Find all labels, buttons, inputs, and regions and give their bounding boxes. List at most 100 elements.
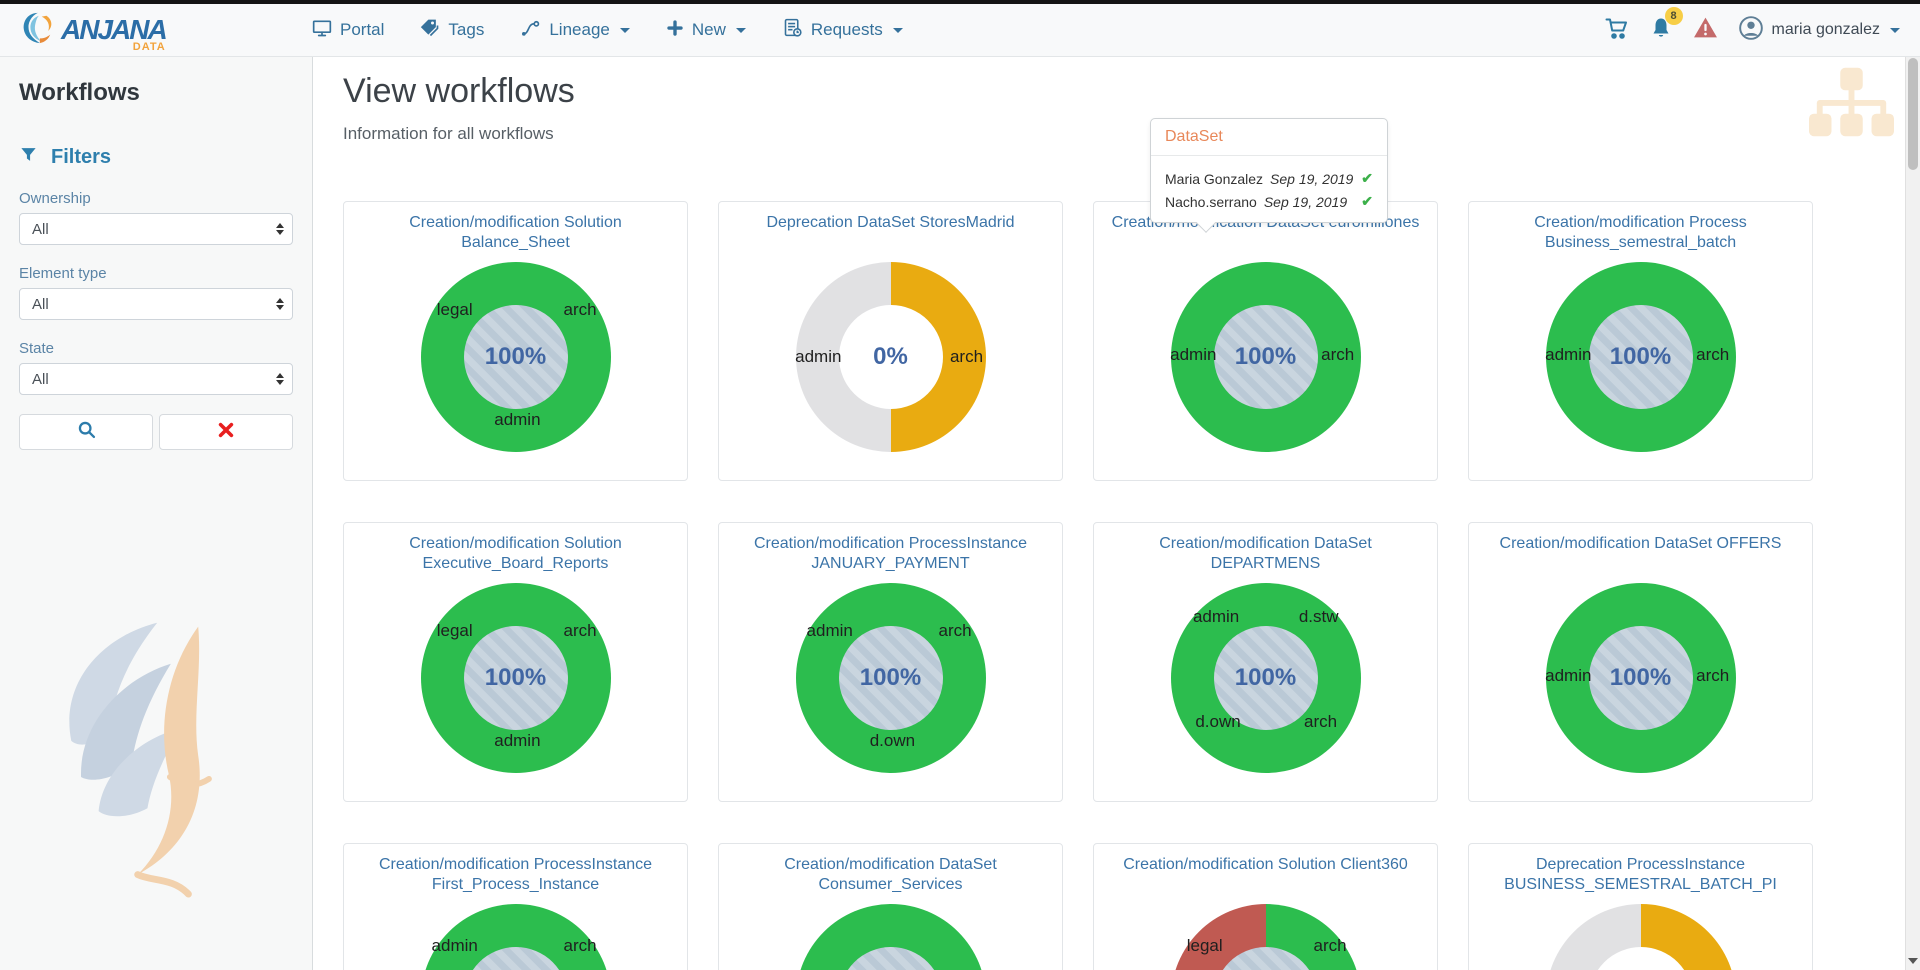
- element-type-label: Element type: [19, 265, 107, 282]
- workflow-card-title: Creation/modification DataSet DEPARTMENS: [1159, 535, 1372, 572]
- fairy-watermark-logo: [42, 608, 247, 908]
- notification-count-badge: 8: [1664, 6, 1683, 25]
- donut-percent: 100%: [484, 343, 547, 370]
- nav-label: Lineage: [549, 20, 610, 39]
- workflow-card[interactable]: Creation/modification DataSet euromillon…: [1093, 201, 1438, 481]
- donut-role-label: arch: [1313, 935, 1347, 955]
- workflow-card-title: Creation/modification Solution Executive…: [409, 535, 622, 572]
- donut-center: 100%: [1588, 626, 1693, 730]
- element-type-select[interactable]: All: [19, 288, 293, 320]
- approver-name: Nacho.serrano: [1165, 193, 1257, 210]
- nav-item-new[interactable]: New: [666, 19, 746, 42]
- workflow-card-title: Deprecation ProcessInstance BUSINESS_SEM…: [1504, 856, 1777, 893]
- notifications-button[interactable]: 8: [1649, 6, 1683, 45]
- sitemap-icon[interactable]: [1809, 67, 1894, 142]
- workflow-card-title: Creation/modification DataSet Consumer_S…: [784, 856, 997, 893]
- donut-role-label: admin: [494, 409, 541, 429]
- nav-label: Tags: [448, 20, 485, 39]
- cart-icon[interactable]: [1605, 16, 1629, 45]
- alert-triangle-icon[interactable]: [1693, 16, 1718, 44]
- approval-date: Sep 19, 2019: [1263, 193, 1348, 210]
- workflow-donut-chart: 100% admin arch: [1545, 583, 1736, 773]
- ownership-label: Ownership: [19, 190, 91, 207]
- donut-role-label: d.own: [869, 730, 916, 750]
- main-content: View workflows Information for all workf…: [313, 57, 1920, 970]
- donut-percent: 0%: [873, 343, 908, 370]
- brand-name: ANJANA: [61, 14, 168, 45]
- user-menu[interactable]: maria gonzalez: [1738, 15, 1900, 46]
- approval-tooltip: DataSet Maria Gonzalez Sep 19, 2019 ✔ Nacho…: [1150, 118, 1388, 233]
- close-x-icon: [217, 421, 235, 444]
- navbar-right: 8 maria gonzalez: [1605, 6, 1900, 46]
- donut-center: 100%: [1213, 305, 1318, 409]
- donut-role-label: arch: [938, 620, 972, 640]
- donut-center: 0%: [838, 305, 943, 409]
- brand-sub: DATA: [132, 41, 166, 53]
- nav-item-requests[interactable]: Requests: [782, 17, 903, 43]
- donut-role-label: admin: [1545, 666, 1592, 686]
- workflow-card[interactable]: Creation/modification Solution Balance_S…: [343, 201, 688, 481]
- anjana-logo[interactable]: ANJANA DATA: [20, 10, 312, 53]
- workflow-card[interactable]: Creation/modification Process Business_s…: [1468, 201, 1813, 481]
- workflow-card-title: Creation/modification Process Business_s…: [1534, 214, 1747, 251]
- donut-role-label: admin: [1170, 345, 1217, 365]
- donut-center: 100%: [463, 305, 568, 409]
- user-avatar-icon: [1738, 15, 1764, 46]
- donut-center: [463, 947, 568, 970]
- tooltip-approval-row: Maria Gonzalez Sep 19, 2019 ✔: [1165, 170, 1373, 187]
- nav-item-portal[interactable]: Portal: [312, 18, 384, 43]
- filter-funnel-icon: [19, 145, 38, 170]
- ownership-select[interactable]: All: [19, 213, 293, 245]
- vertical-scrollbar[interactable]: [1905, 57, 1920, 970]
- donut-role-label: admin: [806, 620, 853, 640]
- donut-role-label: arch: [563, 299, 597, 319]
- donut-role-label: admin: [795, 347, 842, 366]
- donut-center: 100%: [1213, 626, 1318, 730]
- donut-role-label: arch: [1304, 711, 1338, 731]
- donut-role-label: admin: [494, 730, 541, 750]
- workflow-donut-chart: [1545, 904, 1736, 970]
- nav-item-tags[interactable]: Tags: [420, 18, 484, 43]
- scrollbar-thumb[interactable]: [1908, 58, 1918, 170]
- workflow-donut-chart: 100% admin arch d.own: [795, 583, 986, 773]
- requests-icon: [782, 17, 803, 43]
- donut-center: 100%: [838, 626, 943, 730]
- page-subtitle: Information for all workflows: [343, 124, 554, 143]
- donut-percent: 100%: [1609, 664, 1672, 691]
- donut-role-label: arch: [1321, 345, 1355, 365]
- donut-percent: 100%: [484, 664, 547, 691]
- donut-center: 100%: [463, 626, 568, 730]
- workflow-card[interactable]: Creation/modification DataSet DEPARTMENS…: [1093, 522, 1438, 802]
- filters-sidebar: Workflows Filters Ownership All Element …: [0, 57, 313, 970]
- window-top-edge: [0, 0, 1920, 4]
- donut-role-label: legal: [1186, 935, 1223, 955]
- workflow-card-title: Deprecation DataSet StoresMadrid: [766, 214, 1015, 231]
- workflow-card-title: Creation/modification DataSet OFFERS: [1499, 535, 1782, 552]
- tags-icon: [420, 18, 440, 43]
- donut-role-label: arch: [1696, 345, 1730, 365]
- workflow-card[interactable]: Creation/modification Solution Client360…: [1093, 843, 1438, 970]
- workflow-donut-chart: 0% admin arch: [795, 262, 986, 452]
- clear-button[interactable]: [159, 414, 293, 450]
- state-label: State: [19, 340, 55, 357]
- workflow-card[interactable]: Creation/modification Solution Executive…: [343, 522, 688, 802]
- workflow-card[interactable]: Creation/modification DataSet Consumer_S…: [718, 843, 1063, 970]
- portal-monitor-icon: [312, 18, 332, 43]
- search-button[interactable]: [19, 414, 153, 450]
- chevron-down-icon: [892, 27, 903, 33]
- workflow-card[interactable]: Creation/modification DataSet OFFERS 100%…: [1468, 522, 1813, 802]
- state-select[interactable]: All: [19, 363, 293, 395]
- donut-percent: 100%: [859, 664, 922, 691]
- workflow-card[interactable]: Deprecation DataSet StoresMadrid 0% admin a…: [718, 201, 1063, 481]
- workflow-card[interactable]: Creation/modification ProcessInstance JA…: [718, 522, 1063, 802]
- workflow-card-title: Creation/modification ProcessInstance Fi…: [378, 856, 653, 893]
- donut-center: 100%: [1588, 305, 1693, 409]
- workflow-card[interactable]: Creation/modification ProcessInstance Fi…: [343, 843, 688, 970]
- workflow-donut-chart: legal arch: [1170, 904, 1361, 970]
- nav-item-lineage[interactable]: Lineage: [520, 18, 630, 43]
- plus-icon: [666, 19, 684, 42]
- donut-percent: 100%: [1234, 664, 1297, 691]
- workflow-donut-chart: 100% legal arch admin: [420, 262, 611, 452]
- workflow-card[interactable]: Deprecation ProcessInstance BUSINESS_SEM…: [1468, 843, 1813, 970]
- scrollbar-down-arrow-icon[interactable]: [1908, 958, 1918, 964]
